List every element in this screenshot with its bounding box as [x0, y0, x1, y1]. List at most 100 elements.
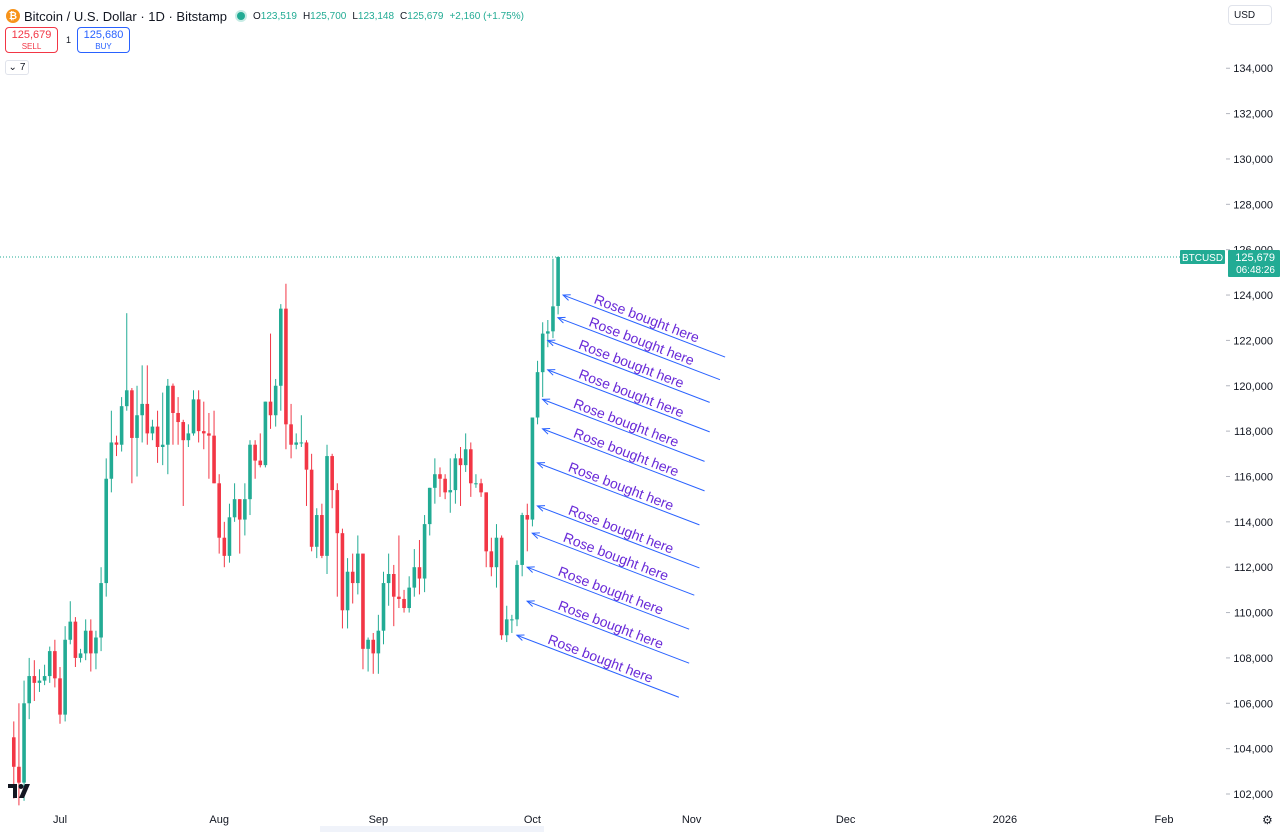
- gear-icon[interactable]: ⚙: [1262, 813, 1273, 827]
- candle-body: [402, 598, 406, 609]
- high-value: 125,700: [310, 10, 347, 22]
- candle: [37, 669, 42, 692]
- annotation-arrow-line: [547, 339, 710, 403]
- candle: [417, 539, 422, 595]
- candle-body: [258, 460, 263, 466]
- candle: [556, 256, 560, 315]
- candle-body: [510, 619, 514, 621]
- order-quantity[interactable]: 1: [66, 35, 72, 45]
- candle: [540, 322, 545, 398]
- high-label: H: [302, 10, 311, 22]
- candle: [530, 417, 535, 527]
- candle-body: [397, 596, 401, 599]
- annotation-arrow-line: [542, 398, 705, 462]
- candle-body: [212, 435, 216, 484]
- symbol-title[interactable]: Bitcoin / U.S. Dollar · 1D · Bitstamp: [24, 8, 227, 24]
- candle: [155, 410, 160, 463]
- candle-body: [340, 533, 345, 611]
- candle-body: [171, 385, 175, 413]
- candle: [407, 576, 411, 613]
- candle-body: [78, 653, 83, 658]
- candle-body: [335, 490, 340, 534]
- candle: [427, 487, 432, 536]
- candle-body: [474, 483, 478, 485]
- y-axis-tick-label: 108,000: [1233, 653, 1273, 665]
- candle-body: [458, 458, 463, 466]
- candle-body: [489, 551, 494, 568]
- candle-body: [104, 478, 109, 584]
- candle-body: [330, 456, 334, 491]
- last-price-value: 125,679: [1235, 252, 1275, 264]
- candle-body: [273, 385, 278, 416]
- candle-body: [443, 478, 447, 493]
- candle-body: [248, 444, 252, 500]
- candle-body: [130, 390, 134, 438]
- candle-body: [448, 490, 453, 493]
- candle: [73, 617, 78, 667]
- candle: [201, 401, 206, 450]
- candle: [124, 313, 129, 411]
- annotation-arrow-line: [526, 566, 690, 630]
- last-price-tag-bg: [1228, 249, 1280, 277]
- candle-body: [556, 256, 560, 306]
- change-value: +2,160 (+1.75%): [449, 10, 524, 22]
- candle: [171, 383, 175, 445]
- candle-body: [63, 639, 67, 715]
- candle: [371, 632, 376, 674]
- candle: [448, 458, 453, 513]
- candle-body: [83, 630, 88, 654]
- currency-selector[interactable]: USD: [1228, 5, 1272, 25]
- candle: [253, 440, 257, 479]
- symbol-header[interactable]: ₿ Bitcoin / U.S. Dollar · 1D · Bitstamp …: [6, 8, 524, 24]
- candle-body: [32, 676, 37, 683]
- time-axis-range-highlight: [320, 826, 544, 832]
- y-axis-tick-label: 120,000: [1233, 381, 1273, 393]
- buy-button[interactable]: 125,680 BUY: [77, 27, 130, 53]
- annotation-arrow-line: [537, 505, 700, 569]
- candle-body: [119, 406, 124, 445]
- arrowhead-icon: [561, 294, 571, 301]
- candle-body: [345, 571, 350, 611]
- candle: [114, 435, 119, 457]
- symbol-tag-bg: [1180, 249, 1225, 264]
- close-label: C: [400, 10, 408, 22]
- candle: [248, 440, 252, 516]
- candle: [63, 626, 67, 722]
- candle-body: [417, 567, 422, 579]
- candle: [135, 385, 139, 477]
- arrowhead-icon: [556, 316, 566, 324]
- market-open-status-icon: [237, 12, 245, 20]
- candle: [463, 433, 468, 472]
- candle: [381, 571, 386, 645]
- y-axis-tick-label: 134,000: [1233, 63, 1273, 75]
- x-axis-tick-label: Oct: [524, 814, 541, 826]
- candle: [150, 419, 155, 441]
- candle-body: [391, 574, 396, 597]
- candle-body: [530, 417, 535, 520]
- candle: [212, 410, 216, 484]
- candle-body: [176, 412, 180, 423]
- candle-body: [22, 703, 26, 783]
- candle-body: [253, 444, 257, 461]
- tradingview-logo-icon[interactable]: [8, 784, 34, 798]
- candle-body: [289, 424, 293, 445]
- candle-body: [89, 630, 93, 654]
- x-axis-tick-label: Jul: [53, 814, 67, 826]
- candle-body: [366, 639, 370, 649]
- candle-body: [58, 678, 62, 715]
- symbol-tag-text: BTCUSD: [1182, 253, 1223, 264]
- candle: [453, 453, 458, 504]
- sell-button[interactable]: 125,679 SELL: [5, 27, 58, 53]
- candle: [489, 537, 494, 577]
- candle: [145, 365, 150, 445]
- candle: [330, 453, 334, 509]
- indicators-toggle-button[interactable]: ⌄ 7: [5, 60, 29, 75]
- candle-body: [232, 499, 237, 518]
- candle-body: [422, 524, 427, 579]
- candle: [53, 639, 57, 688]
- candle-body: [546, 331, 550, 334]
- candle-body: [433, 474, 437, 488]
- candle-body: [376, 630, 381, 654]
- candle-body: [453, 458, 458, 491]
